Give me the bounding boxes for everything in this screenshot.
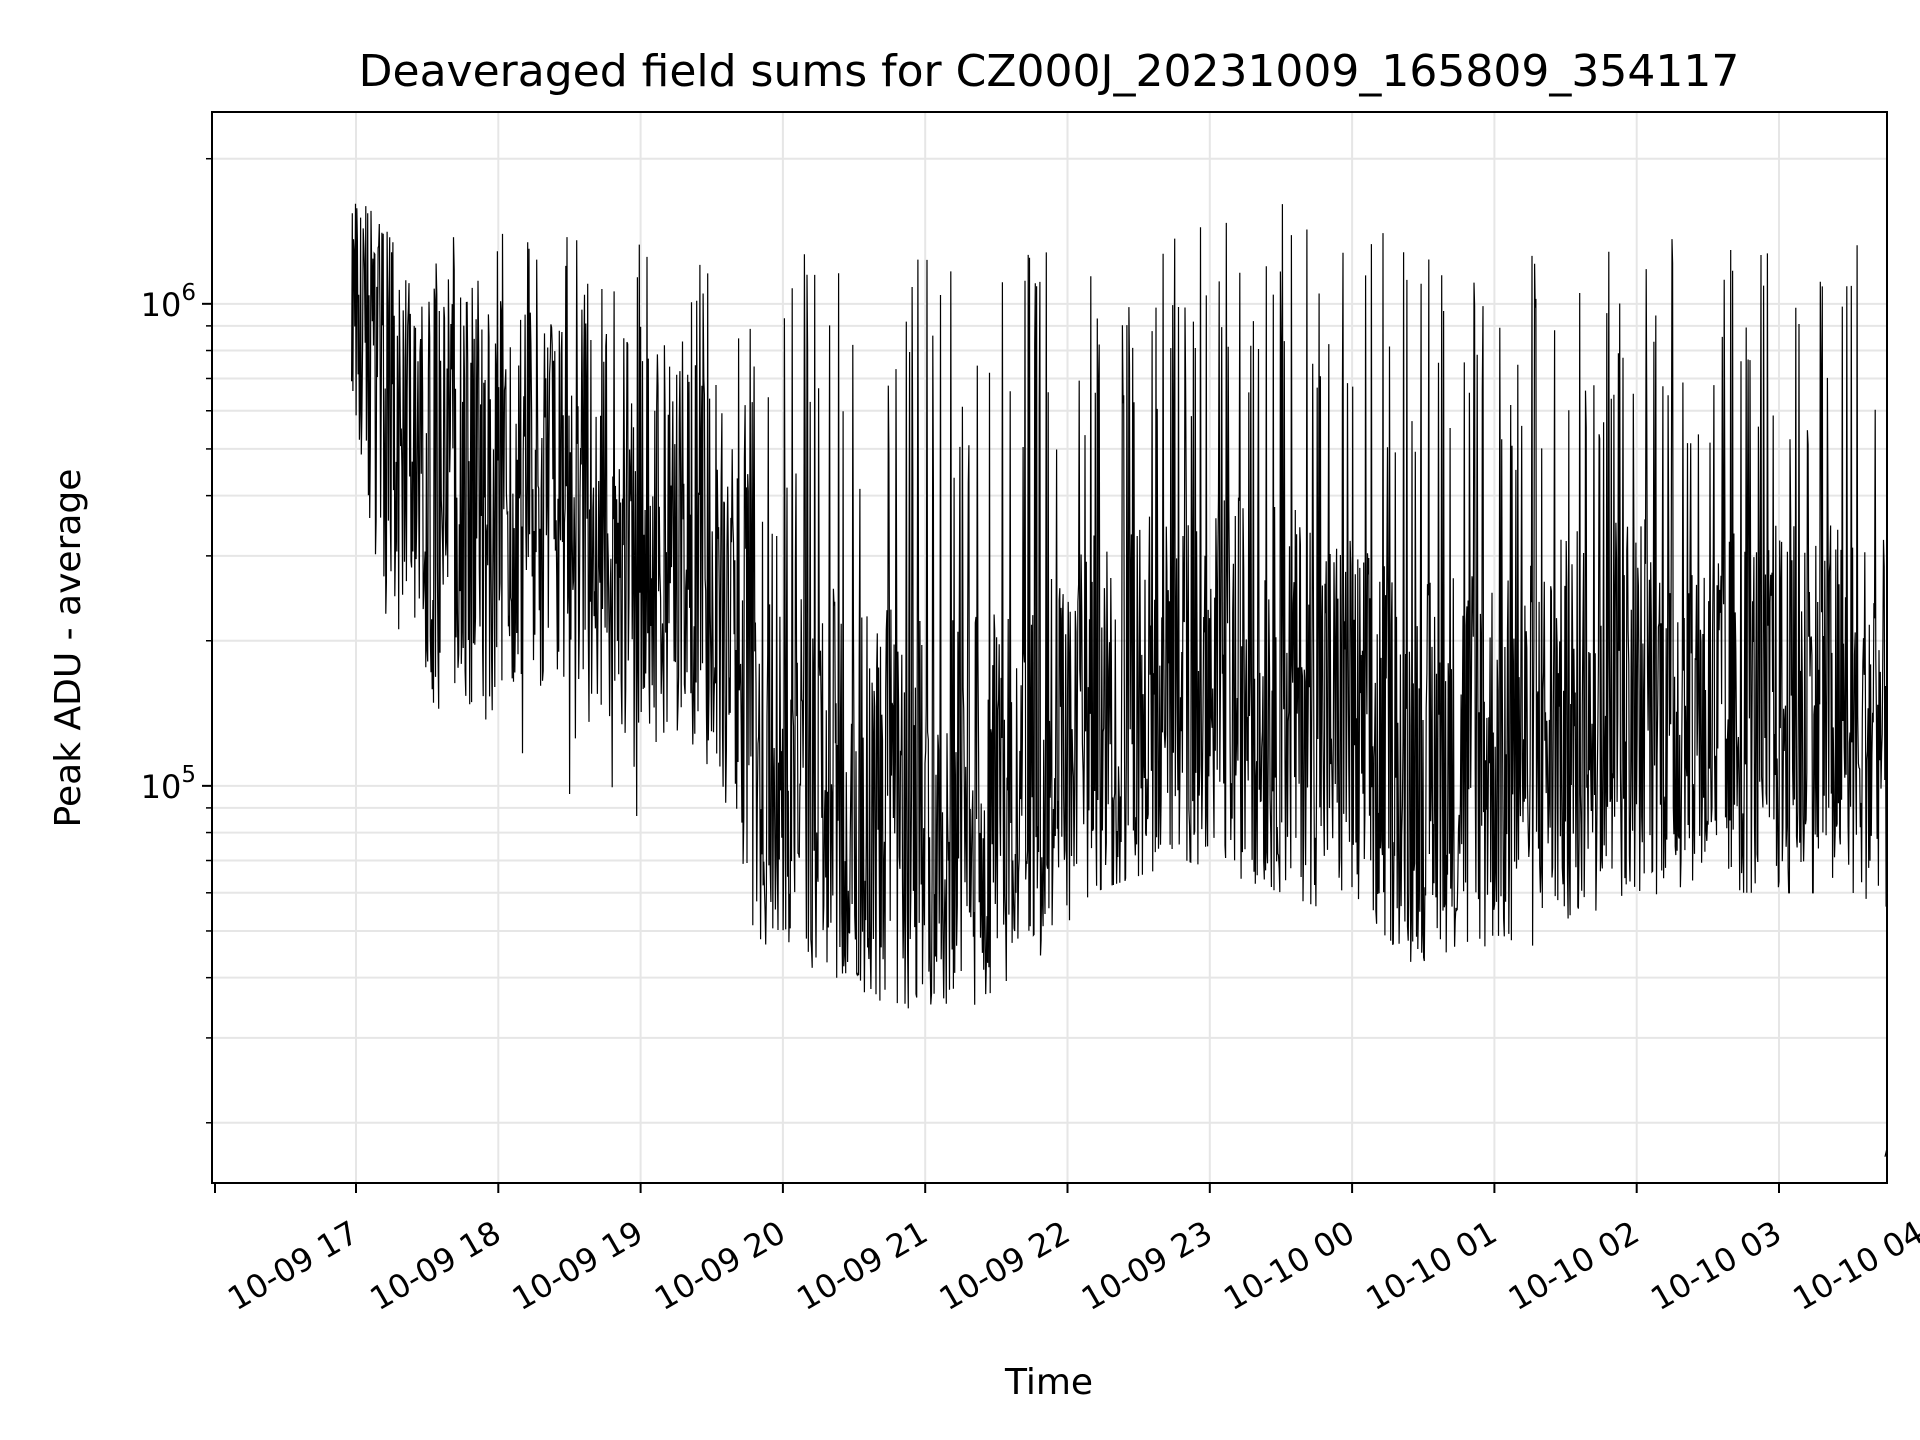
x-tick-label: 10-09 23 — [1075, 1213, 1219, 1318]
y-tick-base: 10 — [141, 768, 182, 806]
y-tick-label: 106 — [141, 280, 196, 324]
x-tick-label: 10-10 04 — [1787, 1213, 1920, 1318]
x-tick-label: 10-09 21 — [790, 1213, 934, 1318]
x-tick-label: 10-10 03 — [1644, 1213, 1788, 1318]
x-tick-label: 10-10 02 — [1502, 1213, 1646, 1318]
x-tick-label: 10-09 22 — [933, 1213, 1077, 1318]
series-line — [351, 203, 1887, 1157]
y-tick-exponent: 6 — [181, 280, 196, 306]
y-tick-base: 10 — [141, 286, 182, 324]
x-tick-label: 10-10 00 — [1217, 1213, 1361, 1318]
y-axis-label: Peak ADU - average — [48, 469, 89, 828]
x-tick-label: 10-10 01 — [1360, 1213, 1504, 1318]
x-tick-label: 10-09 19 — [506, 1213, 650, 1318]
x-tick-label: 10-09 20 — [648, 1213, 792, 1318]
series-path — [351, 203, 1887, 1157]
chart-title: Deaveraged field sums for CZ000J_2023100… — [359, 46, 1740, 97]
x-axis-label: Time — [1004, 1362, 1093, 1403]
plot-frame — [211, 111, 1888, 1184]
x-tick-label: 10-09 18 — [364, 1213, 508, 1318]
y-tick-exponent: 5 — [181, 762, 196, 788]
y-tick-label: 105 — [141, 762, 196, 806]
x-tick-label: 10-09 17 — [221, 1213, 365, 1318]
